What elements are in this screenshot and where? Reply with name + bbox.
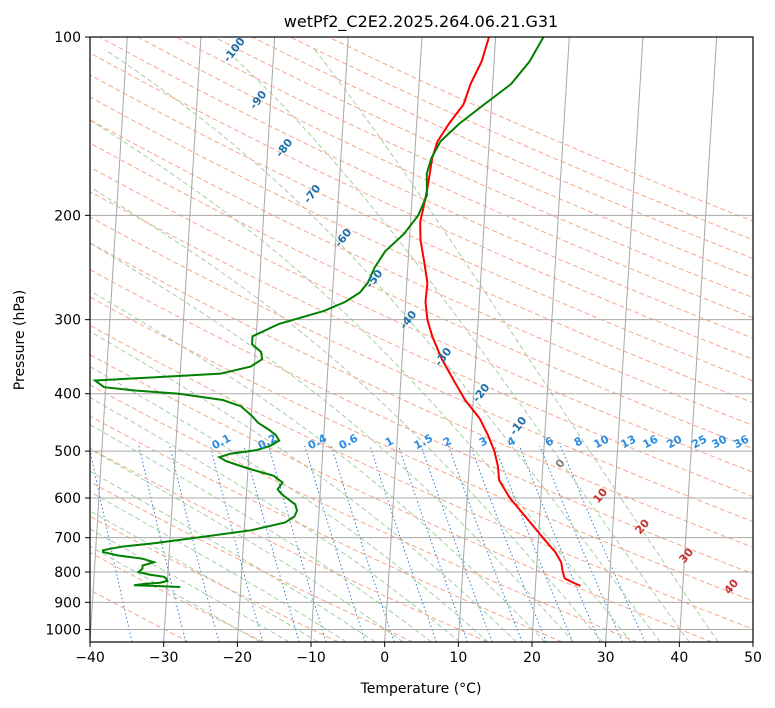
moist-adiabat-line xyxy=(90,510,319,642)
y-tick-label: 800 xyxy=(54,565,81,581)
y-tick-label: 900 xyxy=(54,595,81,611)
y-tick-label: 200 xyxy=(54,208,81,224)
dry-adiabat-line xyxy=(90,269,753,575)
x-tick-label: −30 xyxy=(149,650,179,666)
y-tick-label: 700 xyxy=(54,531,81,547)
axis-ticks: −40 −30 −20 −10 0 10 20 30 40 50 100 200 300 400 500 60… xyxy=(45,30,762,666)
dry-adiabat-line xyxy=(90,216,753,523)
x-tick-label: 30 xyxy=(597,650,615,666)
y-tick-label: 400 xyxy=(54,387,81,403)
dry-adiabat-line xyxy=(90,354,712,642)
dry-adiabat-line xyxy=(137,37,753,319)
mixing-ratio-line xyxy=(90,447,133,642)
moist-adiabat-line xyxy=(90,448,404,642)
x-tick-label: 20 xyxy=(523,650,541,666)
mixing-ratio-label: 36 xyxy=(732,432,752,451)
x-tick-label: 10 xyxy=(449,650,467,666)
mixing-ratio-label: 13 xyxy=(619,433,639,452)
mixing-ratio-label: 10 xyxy=(592,432,612,451)
y-tick-label: 300 xyxy=(54,313,81,329)
dry-adiabat-line xyxy=(90,515,339,642)
mixing-ratio-line xyxy=(209,445,264,642)
x-tick-label: −40 xyxy=(75,650,105,666)
dewpoint-profile-line xyxy=(92,37,545,588)
dry-adiabat-line xyxy=(90,74,753,382)
mixing-ratio-line xyxy=(398,445,468,642)
plot-area: -100-90-80-70-60-50-40-30-20-100.1 0.2 0.4… xyxy=(90,37,753,642)
isotherm-line xyxy=(90,37,128,642)
moist-adiabat-line xyxy=(90,242,574,642)
dry-adiabat-line xyxy=(90,589,190,642)
mixing-ratio-label: 16 xyxy=(641,432,661,451)
dry-adiabat-line xyxy=(90,324,753,630)
moist-adiabat-line xyxy=(90,290,546,642)
x-tick-label: 40 xyxy=(670,650,688,666)
sounding-profiles xyxy=(92,37,581,588)
mixing-ratio-label: 25 xyxy=(690,433,710,452)
mixing-ratio-line xyxy=(138,445,187,642)
y-tick-label: 100 xyxy=(54,30,81,46)
dry-adiabat-lines xyxy=(90,37,753,642)
dry-adiabat-line xyxy=(90,52,753,360)
moist-adiabat-line xyxy=(90,186,603,642)
y-tick-label: 1000 xyxy=(45,622,81,638)
dry-adiabat-line xyxy=(99,37,753,339)
moist-adiabat-line xyxy=(90,528,290,642)
x-axis-title: Temperature (°C) xyxy=(360,681,482,697)
mixing-ratio-lines xyxy=(90,445,646,642)
dry-adiabat-line xyxy=(175,37,753,299)
isotherm-line xyxy=(605,37,644,642)
temperature-profile-line xyxy=(419,37,581,587)
mixing-ratio-line xyxy=(369,445,437,642)
isotherm-line xyxy=(236,37,276,642)
x-tick-label: −10 xyxy=(296,650,326,666)
x-tick-label: 0 xyxy=(380,650,389,666)
mixing-ratio-line xyxy=(560,445,646,642)
mixing-ratio-line xyxy=(268,445,327,642)
dry-adiabat-line xyxy=(90,415,563,642)
x-tick-label: 50 xyxy=(744,650,762,666)
mixing-ratio-line xyxy=(539,445,623,642)
isotherm-line xyxy=(384,37,423,642)
dry-adiabat-line xyxy=(90,166,753,473)
mixing-ratio-line xyxy=(304,445,366,642)
plot-frame xyxy=(89,36,754,643)
dry-adiabat-line xyxy=(90,191,753,498)
y-tick-label: 500 xyxy=(54,444,81,460)
moist-adiabat-line xyxy=(90,396,461,642)
chart-title: wetPf2_C2E2.2025.264.06.21.G31 xyxy=(284,12,558,32)
dry-adiabat-line xyxy=(90,242,753,548)
y-axis-title: Pressure (hPa) xyxy=(12,290,28,390)
mixing-ratio-line xyxy=(420,445,493,642)
moist-adiabat-line xyxy=(90,470,376,642)
isotherm-line xyxy=(678,37,718,642)
x-tick-label: −20 xyxy=(223,650,253,666)
mixing-ratio-line xyxy=(169,445,220,642)
dry-adiabat-line xyxy=(90,447,488,642)
isotherm-line xyxy=(457,37,497,642)
isotherm-line xyxy=(531,37,570,642)
moist-adiabat-line xyxy=(104,49,661,642)
moist-adiabat-line xyxy=(225,49,690,642)
y-tick-label: 600 xyxy=(54,491,81,507)
mixing-ratio-label: 20 xyxy=(665,432,685,451)
mixing-ratio-label: 30 xyxy=(710,432,730,451)
mixing-ratio-line xyxy=(243,445,300,642)
dry-adiabat-line xyxy=(90,481,414,642)
isotherm-line xyxy=(310,37,349,642)
